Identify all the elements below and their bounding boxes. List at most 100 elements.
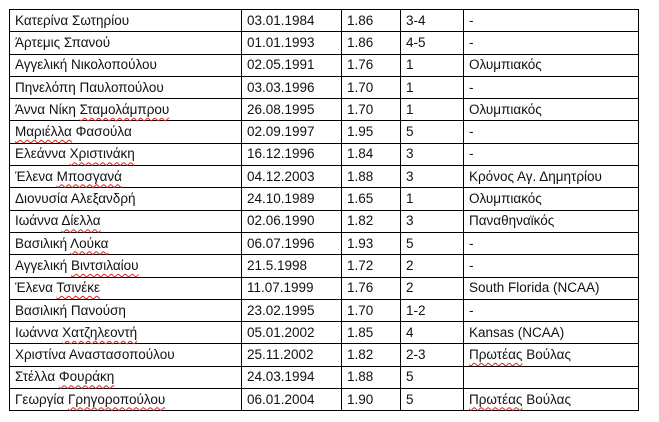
height-cell: 1.76: [341, 53, 401, 77]
text-segment: -: [469, 257, 474, 273]
dob-cell: 05.01.2002: [241, 321, 342, 345]
text-segment: Διονυσία Αλεξανδρή: [15, 191, 136, 207]
name-cell: Ιωάννα Χατζηλεοντή: [9, 321, 242, 345]
dob-cell: 04.12.2003: [241, 165, 342, 189]
text-segment: Βασιλική Πανούση: [15, 302, 126, 318]
height-cell: 1.95: [341, 120, 401, 144]
table-row: Άννα Νίκη Σταμολάμπρου 26.08.1995 1.70 1 Ολυ…: [9, 98, 639, 122]
name-cell: Μαριέλλα Φασούλα: [9, 120, 242, 144]
height-cell: 1.70: [341, 75, 401, 100]
position-cell: 5: [400, 388, 464, 412]
text-segment: -: [469, 124, 474, 140]
name-cell: Κατερίνα Σωτηρίου: [9, 8, 242, 33]
text-segment: Κατερίνα Σωτηρίου: [15, 12, 130, 28]
table-row: Ιωάννα Χατζηλεοντή 05.01.2002 1.85 4 Kansas …: [9, 321, 639, 345]
club-cell: Ολυμπιακός: [463, 53, 639, 77]
spellcheck-flagged-word: Φουράκη: [58, 369, 115, 385]
club-cell: -: [463, 298, 639, 323]
height-cell: 1.90: [341, 388, 401, 412]
table-row: Διονυσία Αλεξανδρή 24.10.1989 1.65 1 Ολυμπια…: [9, 187, 639, 211]
name-cell: Άρτεμις Σπανού: [9, 31, 242, 55]
position-cell: 1: [400, 187, 464, 211]
position-cell: 5: [400, 365, 464, 390]
position-cell: 3: [400, 209, 464, 233]
table-row: Ιωάννα Δίελλα 02.06.1990 1.82 3 Παναθηναϊκός: [9, 209, 639, 233]
height-cell: 1.72: [341, 254, 401, 278]
text-segment: -: [469, 235, 474, 251]
height-cell: 1.70: [341, 298, 401, 323]
dob-cell: 23.02.1995: [241, 298, 342, 323]
dob-cell: 26.08.1995: [241, 98, 342, 122]
name-cell: Έλενα Μποσγανά: [9, 165, 242, 189]
text-segment: Ιωάννα: [15, 324, 63, 340]
height-cell: 1.82: [341, 343, 401, 367]
spellcheck-flagged-word: Λούκα: [70, 235, 109, 251]
height-cell: 1.82: [341, 209, 401, 233]
spellcheck-flagged-word: Βιντσιλαίου: [71, 257, 139, 273]
dob-cell: 06.01.2004: [241, 388, 342, 412]
spellcheck-flagged-word: Δίελλα: [61, 213, 101, 229]
table-row: Στέλλα Φουράκη 24.03.1994 1.88 5: [9, 365, 639, 390]
height-cell: 1.65: [341, 187, 401, 211]
spellcheck-flagged-word: Σταμολάμπρου: [79, 101, 170, 117]
text-segment: Ολυμπιακός: [469, 101, 542, 117]
dob-cell: 02.09.1997: [241, 120, 342, 144]
position-cell: 5: [400, 120, 464, 144]
text-segment: Βούλας: [522, 347, 571, 363]
name-cell: Βασιλική Πανούση: [9, 298, 242, 323]
dob-cell: 02.05.1991: [241, 53, 342, 77]
club-cell: Ολυμπιακός: [463, 187, 639, 211]
club-cell: -: [463, 120, 639, 144]
spellcheck-flagged-word: Χατζηλεοντή: [62, 324, 138, 340]
text-segment: Έλενα: [15, 168, 57, 184]
position-cell: 1: [400, 75, 464, 100]
club-cell: -: [463, 142, 639, 167]
height-cell: 1.93: [341, 231, 401, 256]
position-cell: 2: [400, 276, 464, 300]
club-cell: -: [463, 75, 639, 100]
text-segment: -: [469, 12, 474, 28]
text-segment: Kansas (NCAA): [469, 324, 565, 340]
name-cell: Πηνελόπη Παυλοπούλου: [9, 75, 242, 100]
club-cell: -: [463, 31, 639, 55]
name-cell: Γεωργία Γρηγοροπούλου: [9, 388, 242, 412]
club-cell: Κρόνος Αγ. Δημητρίου: [463, 165, 639, 189]
height-cell: 1.88: [341, 165, 401, 189]
club-cell: -: [463, 254, 639, 278]
spellcheck-flagged-word: Μαριέλλα: [15, 124, 72, 140]
club-cell: [463, 365, 639, 390]
table-row: Μαριέλλα Φασούλα 02.09.1997 1.95 5-: [9, 120, 639, 144]
position-cell: 1-2: [400, 298, 464, 323]
table-row: Κατερίνα Σωτηρίου 03.01.1984 1.86 3-4-: [9, 8, 639, 33]
club-cell: Kansas (NCAA): [463, 321, 639, 345]
name-cell: Αγγελική Βιντσιλαίου: [9, 254, 242, 278]
players-table-body: Κατερίνα Σωτηρίου 03.01.1984 1.86 3-4- Άρτεμ…: [9, 8, 639, 412]
text-segment: Κρόνος Αγ. Δημητρίου: [469, 168, 602, 184]
dob-cell: 06.07.1996: [241, 231, 342, 256]
club-cell: Πρωτέας Βούλας: [463, 343, 639, 367]
club-cell: -: [463, 8, 639, 33]
club-cell: Πρωτέας Βούλας: [463, 388, 639, 412]
text-segment: -: [469, 146, 474, 162]
name-cell: Διονυσία Αλεξανδρή: [9, 187, 242, 211]
text-segment: Γεωργία: [15, 391, 68, 407]
name-cell: Αγγελική Νικολοπούλου: [9, 53, 242, 77]
position-cell: 2: [400, 254, 464, 278]
table-row: Αγγελική Νικολοπούλου 02.05.1991 1.76 1 Ολυμ…: [9, 53, 639, 77]
height-cell: 1.70: [341, 98, 401, 122]
text-segment: Βούλας: [522, 391, 571, 407]
height-cell: 1.86: [341, 8, 401, 33]
text-segment: Στέλλα: [15, 369, 59, 385]
text-segment: Έλενα: [15, 280, 57, 296]
height-cell: 1.85: [341, 321, 401, 345]
text-segment: South Florida (NCAA): [469, 280, 600, 296]
name-cell: Ελεάννα Χριστινάκη: [9, 142, 242, 167]
position-cell: 2-3: [400, 343, 464, 367]
name-cell: Χριστίνα Αναστασοπούλου: [9, 343, 242, 367]
dob-cell: 24.10.1989: [241, 187, 342, 211]
text-segment: Αγγελική: [15, 257, 72, 273]
dob-cell: 02.06.1990: [241, 209, 342, 233]
height-cell: 1.86: [341, 31, 401, 55]
dob-cell: 03.03.1996: [241, 75, 342, 100]
text-segment: Ελεάννα: [15, 146, 70, 162]
